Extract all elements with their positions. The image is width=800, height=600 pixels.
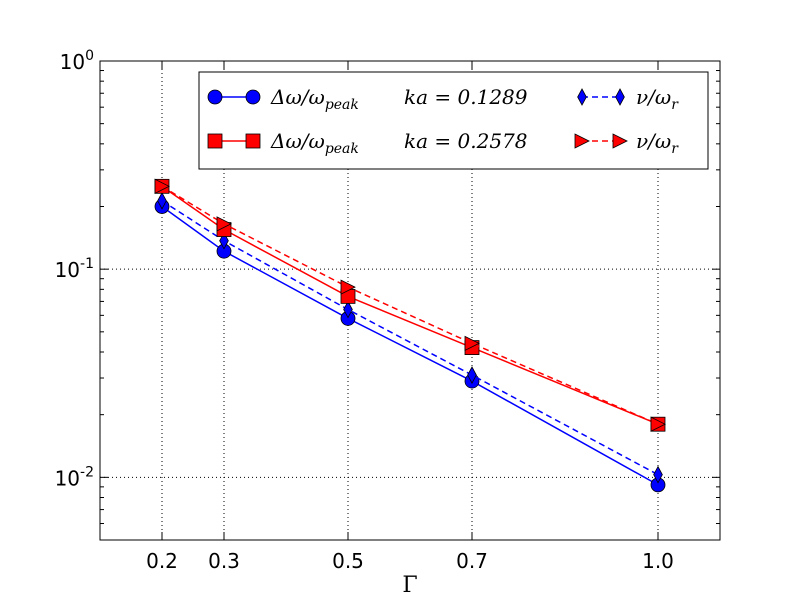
legend-box bbox=[198, 71, 709, 170]
series-4 bbox=[154, 178, 666, 432]
legend-label-nu-1: ν/ωr bbox=[636, 85, 679, 113]
marker-square bbox=[245, 133, 261, 149]
marker-triangle-right bbox=[464, 335, 480, 352]
x-tick-label: 0.7 bbox=[456, 549, 488, 573]
legend-subscript: peak bbox=[325, 97, 359, 113]
legend-subscript: r bbox=[671, 141, 679, 157]
marker-circle bbox=[207, 89, 223, 105]
marker-diamond bbox=[467, 366, 477, 384]
y-tick-base: 10 bbox=[55, 258, 80, 282]
tick-labels: 0.2 0.3 0.5 0.7 1.0 100 10-1 10-2 Γ bbox=[55, 48, 674, 598]
legend-main-text: ν/ω bbox=[636, 129, 671, 153]
marker-diamond bbox=[343, 300, 353, 319]
legend-label-ka-2: ka = 0.2578 bbox=[404, 129, 528, 153]
legend-label-nu-2: ν/ωr bbox=[636, 129, 679, 157]
marker-diamond bbox=[653, 465, 663, 484]
marker-diamond bbox=[577, 88, 587, 106]
y-tick-base: 10 bbox=[60, 50, 85, 74]
legend-main-text: Δω/ω bbox=[270, 85, 325, 109]
marker-triangle-right bbox=[612, 133, 628, 149]
legend-label-delta-omega-2: Δω/ωpeak bbox=[270, 129, 359, 157]
legend-main-text: ν/ω bbox=[636, 85, 671, 109]
y-tick-exponent: -2 bbox=[80, 464, 94, 480]
legend-samples bbox=[207, 88, 628, 149]
legend-main-text: Δω/ω bbox=[270, 129, 325, 153]
y-tick-label: 100 bbox=[60, 48, 94, 74]
legend: Δω/ωpeak ka = 0.1289 Δω/ωpeak ka = 0.257… bbox=[198, 71, 709, 170]
marker-circle bbox=[245, 89, 261, 105]
plot-series bbox=[154, 178, 666, 493]
marker-triangle-right bbox=[650, 416, 666, 432]
y-tick-exponent: -1 bbox=[80, 256, 94, 272]
x-tick-label: 0.2 bbox=[146, 549, 178, 573]
marker-triangle-right bbox=[574, 133, 590, 149]
marker-diamond bbox=[615, 88, 625, 106]
x-tick-label: 0.3 bbox=[208, 549, 240, 573]
axis-ticks bbox=[100, 60, 720, 541]
y-tick-label: 10-2 bbox=[55, 464, 94, 490]
y-tick-exponent: 0 bbox=[85, 48, 94, 64]
marker-triangle-right bbox=[154, 178, 170, 194]
axes-frame bbox=[99, 60, 721, 541]
x-axis-label: Γ bbox=[402, 573, 417, 598]
marker-triangle-right bbox=[216, 216, 232, 232]
legend-label-ka-1: ka = 0.1289 bbox=[404, 85, 528, 109]
legend-subscript: peak bbox=[325, 141, 359, 157]
y-tick-label: 10-1 bbox=[55, 256, 94, 282]
marker-square bbox=[207, 133, 223, 149]
legend-label-delta-omega-1: Δω/ωpeak bbox=[270, 85, 359, 113]
x-tick-label: 0.5 bbox=[332, 549, 364, 573]
legend-subscript: r bbox=[671, 97, 679, 113]
y-tick-base: 10 bbox=[55, 466, 80, 490]
marker-triangle-right bbox=[340, 279, 356, 295]
x-tick-label: 1.0 bbox=[642, 549, 674, 573]
marker-diamond bbox=[157, 191, 167, 210]
